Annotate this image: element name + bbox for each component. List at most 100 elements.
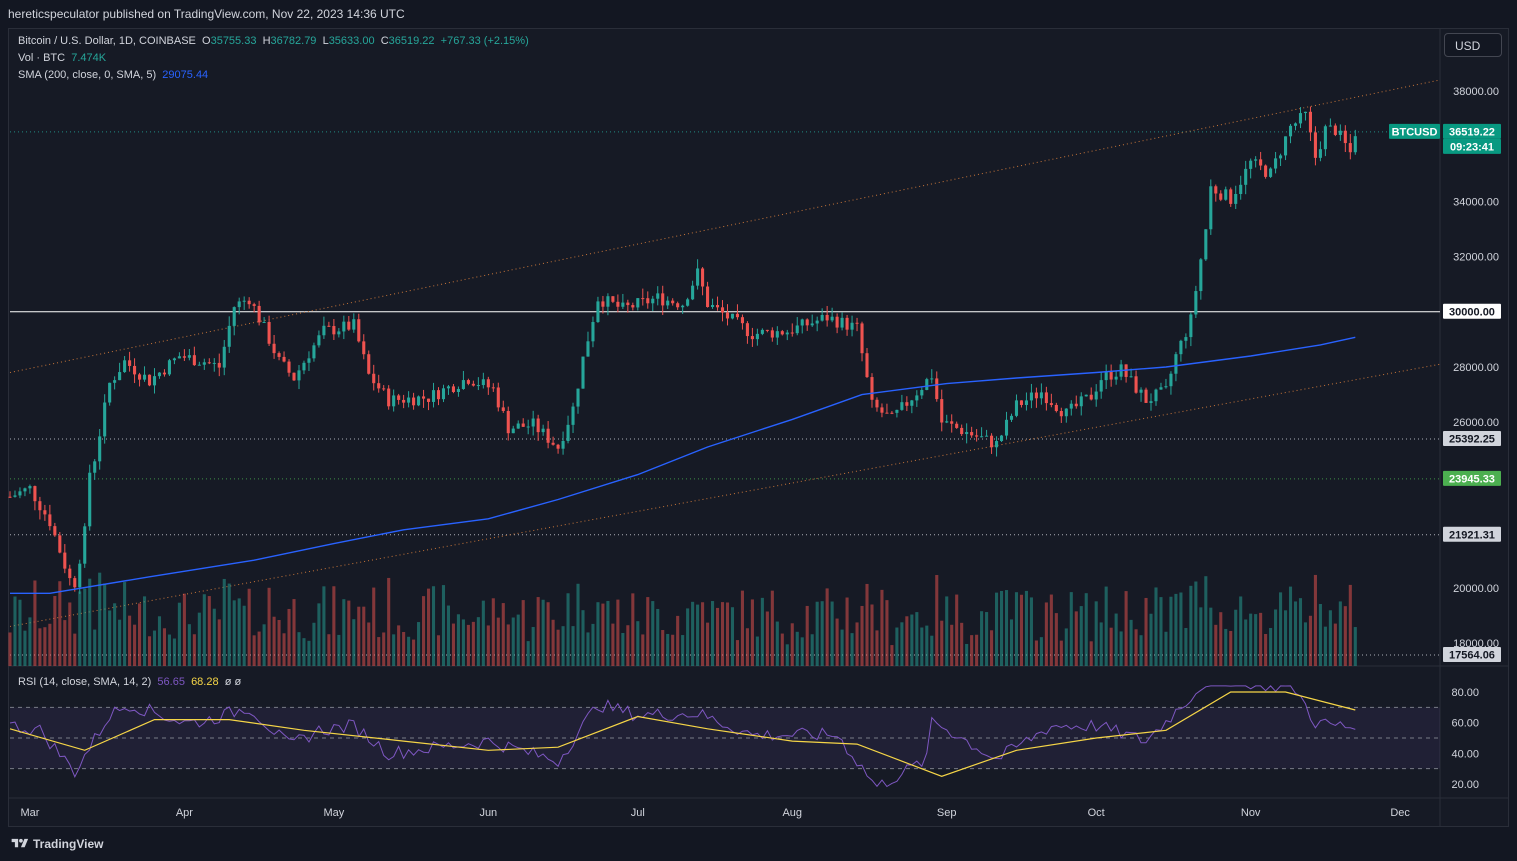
volume-bar (1293, 601, 1298, 666)
volume-bar (1094, 601, 1098, 666)
volume-bar (1269, 627, 1273, 666)
candle-body (18, 491, 22, 496)
volume-bar (382, 632, 386, 666)
candle-body (142, 374, 147, 380)
rsi-line (9, 685, 1356, 788)
volume-bar (38, 628, 42, 666)
candle-body (865, 353, 869, 378)
volume-bar (1219, 612, 1223, 666)
candle-body (999, 435, 1004, 442)
volume-bar (1049, 594, 1053, 666)
chart-frame[interactable] (8, 28, 1509, 827)
candle-body (382, 388, 386, 390)
candle-body (720, 307, 725, 313)
btcusd-tag: BTCUSD (1389, 123, 1440, 139)
volume-bar (1333, 623, 1337, 666)
candle-body (1264, 165, 1268, 177)
candle-body (730, 313, 735, 319)
candle-body (850, 322, 854, 330)
time-axis-label: Sep (937, 807, 957, 819)
candle-body (402, 399, 406, 403)
volume-bar (1298, 598, 1303, 666)
rsi-ma-line (9, 691, 1356, 777)
currency-button[interactable]: USD (1444, 33, 1502, 57)
volume-bar (337, 634, 341, 666)
open-label: O (202, 35, 211, 47)
price-tick-label: 34000.00 (1453, 196, 1499, 208)
candle-body (466, 380, 470, 384)
volume-value: 7.474K (71, 52, 107, 64)
volume-bar (1229, 630, 1233, 666)
candle-body (202, 362, 206, 365)
time-axis-label: Jul (631, 807, 645, 819)
candle-body (561, 441, 565, 449)
candle-body (1323, 126, 1327, 150)
candle-body (407, 397, 411, 403)
low-label: L (322, 35, 329, 47)
volume-bar (431, 586, 436, 666)
low-value: 35633.00 (328, 35, 375, 47)
volume-bar (1209, 607, 1213, 666)
candle-body (586, 341, 590, 357)
volume-bar (118, 619, 122, 666)
candle-body (1199, 259, 1203, 292)
candle-body (676, 303, 680, 308)
candle-body (1179, 340, 1183, 355)
candle-body (1089, 394, 1093, 400)
btcusd-tag-bg (1389, 123, 1440, 139)
candle-body (252, 304, 256, 306)
candle-body (800, 319, 804, 326)
candle-body (222, 346, 226, 368)
close-label: C (380, 35, 389, 47)
level-23945-label-text: 23945.33 (1449, 473, 1495, 485)
candle-body (626, 302, 630, 306)
level-23945-label-bg (1443, 470, 1501, 486)
volume-bar (641, 634, 645, 666)
volume-legend: Vol · BTC 7.474K (18, 52, 106, 64)
volume-bar (1164, 631, 1168, 666)
candle-body (232, 307, 236, 326)
candle-body (960, 427, 964, 435)
rsi-tick-label: 20.00 (1451, 779, 1479, 791)
candle-body (471, 383, 475, 386)
candle-body (217, 362, 221, 368)
volume-bar (352, 619, 356, 666)
rsi-label: RSI (14, close, SMA, 14, 2) (18, 676, 152, 688)
candle-body (1009, 415, 1014, 420)
volume-bar (446, 605, 451, 666)
candle-body (735, 313, 740, 318)
volume-bar (596, 602, 600, 666)
volume-bar (417, 622, 421, 666)
volume-bar (651, 601, 655, 666)
volume-bar (172, 638, 176, 666)
volume-bar (999, 590, 1004, 666)
volume-bar (327, 634, 331, 666)
candle-body (1074, 403, 1078, 407)
candle-body (242, 300, 246, 302)
volume-bar (591, 623, 595, 666)
candle-body (1024, 400, 1028, 405)
volume-bar (1313, 574, 1317, 666)
candle-body (297, 370, 301, 381)
price-tick-label: 18000.00 (1453, 638, 1499, 650)
candle-body (815, 320, 819, 324)
candle-body (606, 296, 610, 307)
volume-bar (1174, 593, 1178, 666)
price-tick-label: 32000.00 (1453, 252, 1499, 264)
volume-bar (152, 630, 157, 666)
candle-body (1293, 123, 1298, 126)
candle-body (1249, 160, 1253, 169)
volume-bar (960, 622, 964, 666)
volume-bar (48, 623, 52, 666)
volume-bar (780, 633, 784, 666)
volume-bar (895, 627, 899, 666)
candle-body (177, 356, 181, 359)
volume-bar (1194, 581, 1198, 666)
candle-body (352, 319, 356, 330)
candle-body (925, 379, 929, 390)
symbol-legend: Bitcoin / U.S. Dollar, 1D, COINBASE O357… (18, 35, 529, 47)
candle-body (8, 496, 12, 498)
candle-body (820, 314, 824, 321)
sma-label: SMA (200, close, 0, SMA, 5) (18, 69, 157, 81)
